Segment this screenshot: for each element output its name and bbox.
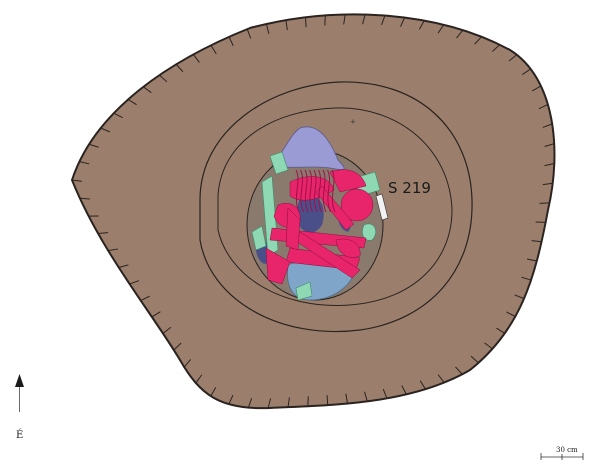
hachure-tick	[521, 276, 532, 281]
hachure-tick	[285, 20, 288, 31]
hachure-tick	[455, 366, 463, 375]
hachure-tick	[400, 17, 406, 27]
hachure-tick	[522, 68, 531, 75]
hachure-tick	[108, 248, 119, 252]
hachure-tick	[324, 15, 326, 26]
hachure-tick	[542, 123, 553, 128]
hachure-tick	[544, 162, 555, 167]
hachure-tick	[192, 54, 200, 63]
hachure-tick	[539, 202, 550, 204]
hachure-tick	[246, 28, 252, 39]
rib	[304, 169, 309, 213]
grave-label: S 219	[388, 179, 431, 197]
ribs	[295, 169, 336, 213]
hachure-tick	[162, 326, 172, 334]
rib	[327, 169, 331, 213]
hachure-tick	[210, 45, 217, 55]
hachure-tick	[71, 179, 82, 182]
hachure-tick	[506, 311, 516, 317]
small-bone	[375, 193, 389, 221]
hachure-tick	[343, 14, 346, 25]
hachure-tick	[173, 342, 182, 351]
hachure-tick	[195, 374, 203, 384]
hachure-tick	[437, 24, 445, 34]
hachure-tick	[381, 15, 386, 26]
hachure-tick	[382, 388, 388, 399]
hachure-tick	[127, 99, 137, 106]
hachure-tick	[345, 393, 349, 404]
hachure-tick	[100, 127, 111, 133]
hachure-tick	[508, 54, 518, 62]
hachure-tick	[542, 182, 553, 186]
hachure-tick	[492, 44, 501, 52]
hachure-tick	[526, 258, 537, 262]
scale-bar-icon	[540, 453, 584, 460]
hachure-tick	[437, 374, 445, 383]
hachure-tick	[79, 161, 90, 165]
pit-edge-hachures	[71, 14, 555, 409]
hachure-tick	[287, 397, 290, 408]
scale-label: 30 cm	[556, 446, 578, 454]
hachure-tick	[544, 143, 555, 147]
hachure-tick	[79, 197, 90, 200]
hachure-tick	[419, 380, 426, 390]
hachure-tick	[210, 387, 217, 397]
hachure-tick	[175, 64, 184, 73]
hachure-tick	[401, 385, 407, 395]
inner-cut-outline	[217, 107, 453, 306]
dark-blue-patch	[296, 194, 324, 233]
hachure-tick	[496, 327, 506, 334]
hachure-tick	[267, 398, 272, 409]
hachure-tick	[98, 232, 109, 235]
hachure-tick	[470, 355, 479, 364]
hachure-tick	[159, 74, 168, 83]
hachure-tick	[143, 86, 152, 94]
hachure-tick	[183, 359, 192, 368]
north-arrow-icon	[15, 374, 24, 412]
hachure-tick	[113, 112, 123, 119]
rib	[313, 169, 318, 213]
hachure-tick	[326, 395, 329, 406]
hachure-tick	[418, 20, 425, 30]
hachure-tick	[514, 294, 525, 300]
hachure-tick	[531, 240, 542, 243]
north-label: É	[16, 429, 23, 441]
rib	[309, 169, 313, 213]
hachure-tick	[118, 264, 129, 268]
hachure-tick	[362, 14, 366, 25]
hachure-tick	[364, 391, 368, 402]
rib	[322, 169, 327, 213]
hachure-tick	[247, 398, 253, 408]
hachure-tick	[531, 85, 542, 92]
hachure-tick	[474, 36, 482, 45]
rib	[318, 169, 322, 213]
inner-step-outline	[199, 81, 473, 333]
hachure-tick	[151, 311, 161, 318]
hachure-tick	[228, 36, 234, 47]
hachure-tick	[538, 104, 549, 110]
rib	[295, 169, 300, 213]
rib	[331, 169, 336, 213]
hachure-tick	[129, 280, 140, 285]
rib	[300, 169, 304, 213]
skull	[340, 188, 374, 222]
hachure-tick	[265, 23, 270, 34]
hachure-tick	[484, 342, 493, 350]
hachure-tick	[228, 394, 234, 405]
hachure-tick	[140, 295, 150, 301]
hachure-tick	[456, 29, 464, 39]
small-marker: +	[350, 118, 356, 126]
hachure-tick	[88, 143, 99, 148]
